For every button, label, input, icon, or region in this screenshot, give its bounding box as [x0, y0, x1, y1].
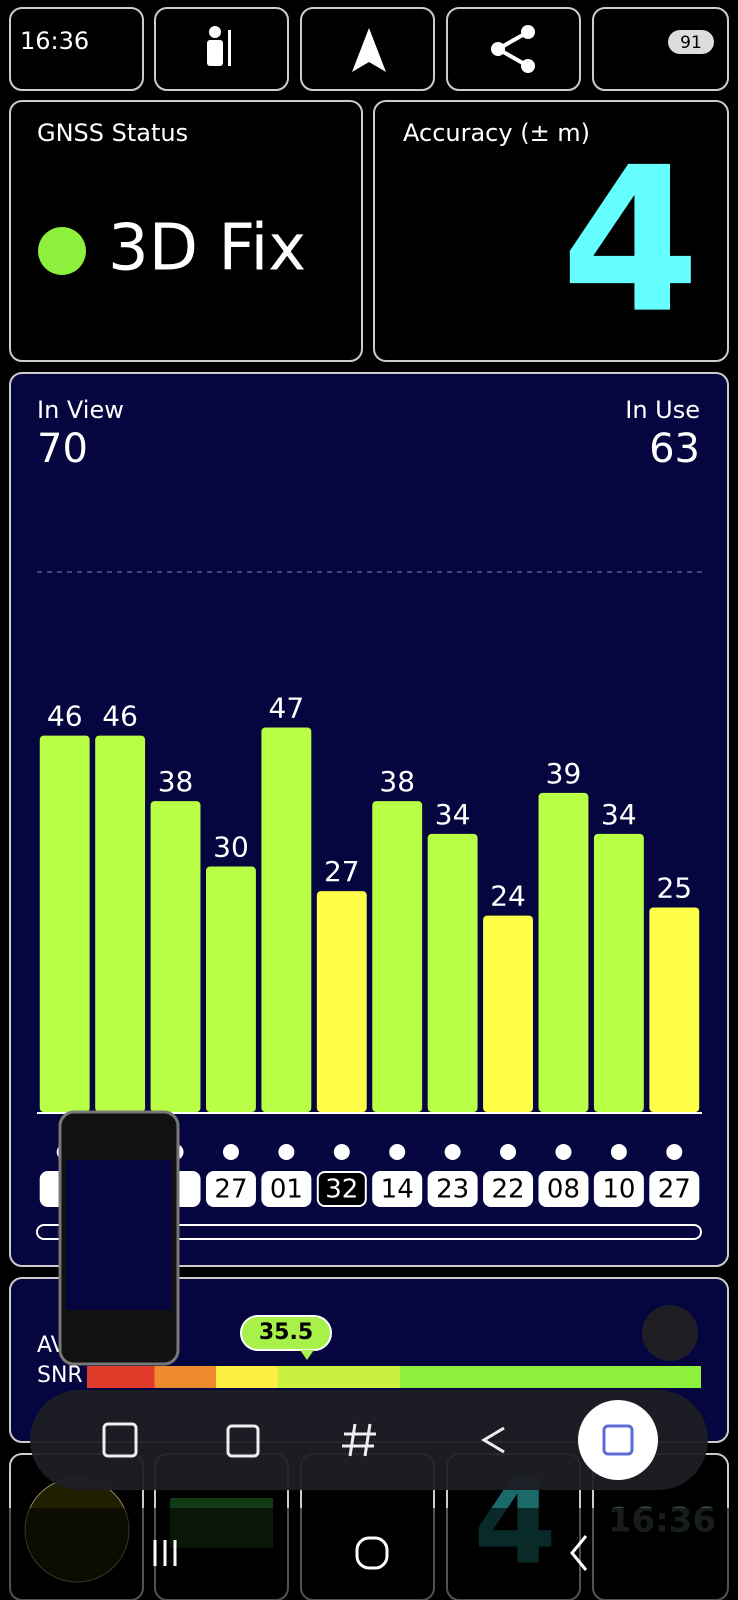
snr-scale — [87, 1366, 701, 1388]
bar — [593, 833, 644, 1112]
bar-value: 38 — [158, 765, 194, 798]
satellite-id-box — [261, 1171, 312, 1207]
used-dot — [278, 1144, 295, 1160]
satellite-id-box — [538, 1171, 589, 1207]
edit[interactable] — [226, 1424, 260, 1458]
used-dot — [444, 1144, 461, 1160]
scroll-capture[interactable] — [102, 1422, 138, 1458]
bar-value: 34 — [601, 798, 637, 831]
satellite-id: 01 — [270, 1175, 303, 1205]
recents[interactable] — [153, 1540, 177, 1566]
person-icon — [207, 26, 231, 66]
used-dot — [333, 1144, 350, 1160]
bar-value: 30 — [213, 831, 249, 864]
navigate-icon — [352, 28, 386, 72]
thumbnail-content — [66, 1160, 172, 1310]
bar — [483, 915, 533, 1112]
in-use-label: In Use — [625, 396, 700, 424]
status-time: 16:36 — [20, 27, 89, 55]
snr-average: 35.5 — [259, 1320, 313, 1345]
satellite-id: 10 — [602, 1175, 635, 1205]
satellite-id: 22 — [491, 1175, 524, 1205]
bar-value: 34 — [435, 798, 471, 831]
used-dot — [610, 1144, 627, 1160]
bar-value: 46 — [102, 700, 138, 733]
bar — [150, 801, 201, 1112]
status-button[interactable] — [9, 7, 144, 91]
bar — [316, 891, 367, 1112]
satellite-id-box — [593, 1171, 644, 1207]
snr-pointer — [300, 1350, 314, 1360]
menu-button[interactable] — [592, 7, 729, 91]
text-extract-button[interactable] — [642, 1305, 698, 1361]
used-dot — [500, 1144, 517, 1160]
bar — [649, 907, 700, 1112]
crop-button[interactable] — [578, 1400, 658, 1480]
in-view-label: In View — [37, 396, 124, 424]
share-button[interactable] — [446, 7, 581, 91]
fix-indicator — [38, 227, 86, 275]
satellite-id: 27 — [658, 1175, 691, 1205]
bar-value: 24 — [490, 880, 526, 913]
used-dot — [222, 1144, 239, 1160]
bar-value: 27 — [324, 855, 360, 888]
accuracy-title: Accuracy (± m) — [403, 119, 590, 147]
gnss-title: GNSS Status — [37, 119, 188, 147]
in-view-value: 70 — [37, 426, 88, 472]
share[interactable] — [481, 1426, 505, 1454]
gnss-status: 3D Fix — [108, 212, 306, 286]
home[interactable] — [355, 1536, 389, 1570]
used-dot — [555, 1144, 572, 1160]
satellite-id: 23 — [436, 1175, 469, 1205]
snr-badge — [240, 1315, 332, 1351]
in-use-value: 63 — [649, 426, 700, 472]
bar-value: 47 — [269, 691, 305, 724]
nav-bar — [0, 1508, 738, 1600]
bar — [206, 866, 256, 1112]
satellite-id-box — [205, 1171, 256, 1207]
bar — [538, 792, 589, 1112]
satellite-id: 14 — [381, 1175, 414, 1205]
bar-chart: 46 46 38 30 27 47 01 27 32 38 14 34 23 24 22 39 08 34 10 25… — [37, 571, 702, 1207]
bar-value: 46 — [47, 700, 83, 733]
bar-value: 38 — [379, 765, 415, 798]
bar-value: 25 — [656, 871, 692, 904]
battery-level: 91 — [680, 33, 702, 53]
bar-value: 39 — [546, 757, 582, 790]
toolbar-icons — [102, 1422, 505, 1458]
bar — [95, 735, 146, 1112]
satellite-id-box — [427, 1171, 478, 1207]
satellite-id-box — [316, 1171, 367, 1207]
satellite-id-box — [372, 1171, 423, 1207]
used-dot — [389, 1144, 406, 1160]
satellite-id-box — [483, 1171, 534, 1207]
satellite-id: 27 — [214, 1175, 247, 1205]
satellite-id-box — [649, 1171, 700, 1207]
satellite-id: 32 — [325, 1175, 358, 1205]
snr-sublabel: SNR — [37, 1363, 83, 1388]
bar — [372, 801, 423, 1112]
tags[interactable] — [342, 1423, 376, 1457]
satellite-id: 08 — [547, 1175, 580, 1205]
accuracy-card — [373, 100, 729, 362]
top-bar — [9, 7, 729, 91]
accuracy-value: 4 — [561, 125, 700, 358]
nav-icons — [153, 1535, 588, 1571]
share-icon — [491, 25, 535, 73]
battery — [668, 30, 714, 54]
used-dot — [666, 1144, 683, 1160]
back[interactable] — [570, 1535, 588, 1571]
gnss-card — [9, 100, 363, 362]
bar — [39, 735, 90, 1112]
bar — [261, 727, 312, 1112]
crop-icon — [602, 1424, 634, 1456]
scrollbar[interactable] — [36, 1224, 702, 1240]
bar — [427, 833, 478, 1112]
